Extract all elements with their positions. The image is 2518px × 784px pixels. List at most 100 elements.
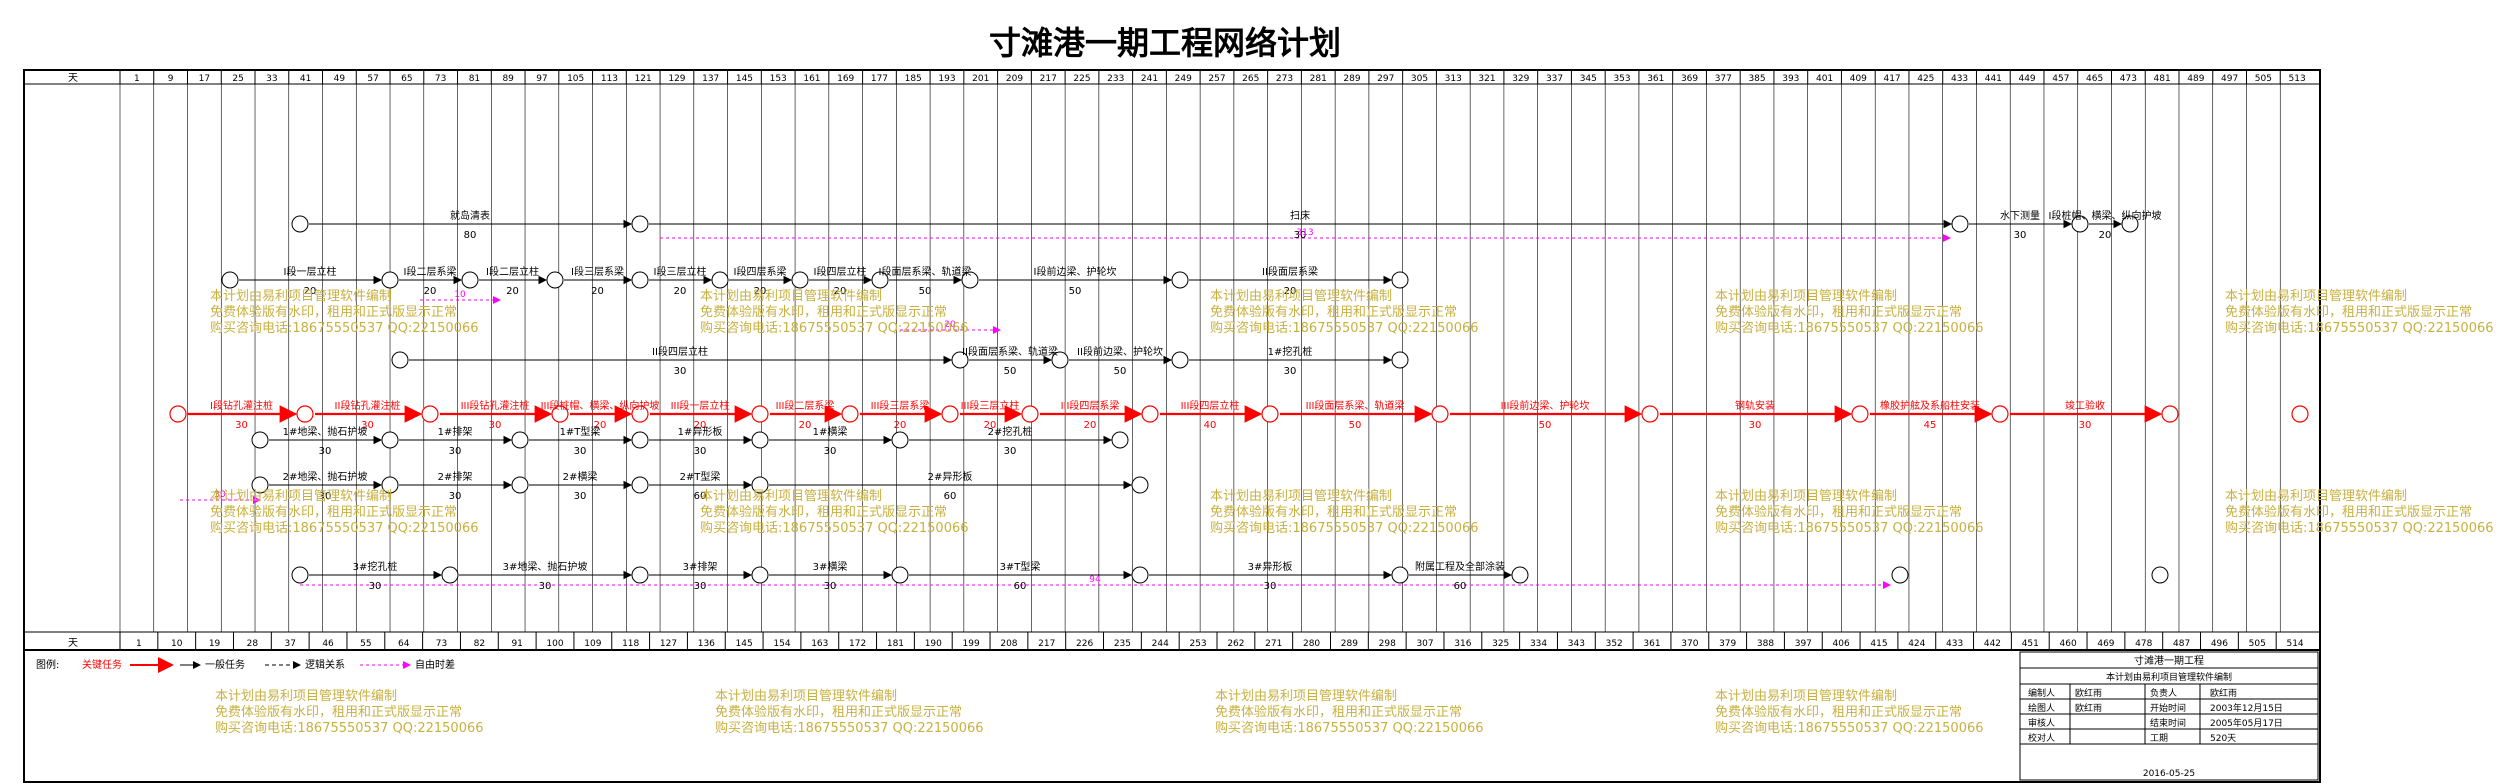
activity-duration: 20 <box>424 286 437 297</box>
top-tick-label: 369 <box>1681 74 1698 84</box>
activity-duration: 50 <box>1069 286 1082 297</box>
critical-activity-label: III段三层系梁 <box>871 399 930 412</box>
activity-label: 2#地梁、抛石护坡 <box>283 470 368 483</box>
top-tick-label: 449 <box>2018 74 2035 84</box>
activity-duration: 30 <box>369 581 382 592</box>
event-node <box>2121 215 2139 233</box>
bottom-tick-label: 190 <box>925 639 942 649</box>
critical-activity-label: III段四层系梁 <box>1061 399 1120 412</box>
activity-arrows <box>180 219 2163 589</box>
event-node <box>421 405 439 423</box>
event-node <box>841 405 859 423</box>
event-node <box>1391 271 1409 289</box>
activity-label: 2#排架 <box>438 470 473 483</box>
top-tick-label: 401 <box>1816 74 1833 84</box>
top-tick-label: 481 <box>2154 74 2171 84</box>
bottom-tick-label: 307 <box>1416 639 1433 649</box>
event-node <box>221 271 239 289</box>
bottom-tick-label: 388 <box>1757 639 1774 649</box>
event-node <box>1891 566 1909 584</box>
event-node <box>251 431 269 449</box>
event-node <box>1051 351 1069 369</box>
activity-duration: 30 <box>319 491 332 502</box>
activity-duration: 20 <box>834 286 847 297</box>
watermark-line: 购买咨询电话:18675550537 QQ:22150066 <box>700 320 969 336</box>
watermark-line: 本计划由易利项目管理软件编制 <box>210 489 392 504</box>
top-tick-label: 217 <box>1040 74 1057 84</box>
top-tick-label: 433 <box>1951 74 1968 84</box>
watermark-line: 本计划由易利项目管理软件编制 <box>1210 489 1392 504</box>
watermark-line: 本计划由易利项目管理软件编制 <box>715 689 897 704</box>
top-tick-label: 329 <box>1512 74 1529 84</box>
activity-label: 3#排架 <box>683 560 718 573</box>
event-nodes <box>169 215 2309 584</box>
bottom-tick-label: 334 <box>1530 639 1547 649</box>
tb-key: 开始时间 <box>2150 702 2186 714</box>
legend-float-label: 自由时差 <box>415 658 455 671</box>
event-node <box>511 431 529 449</box>
activity-label: 1#挖孔桩 <box>1268 345 1313 358</box>
bottom-tick-label: 316 <box>1454 639 1471 649</box>
activity-label: I段四层立柱 <box>814 265 867 278</box>
watermark-line: 购买咨询电话:18675550537 QQ:22150066 <box>215 720 484 736</box>
top-tick-label: 73 <box>435 74 446 84</box>
critical-activity-label: 钢轨安装 <box>1735 399 1775 412</box>
watermark-line: 免费体验版有水印，租用和正式版显示正常 <box>215 704 462 720</box>
top-tick-label: 225 <box>1073 74 1090 84</box>
event-node <box>461 271 479 289</box>
top-time-axis: 天 1 9 17 25 33 41 49 57 65 73 81 89 97 105 113 121 129 137… <box>68 70 2306 84</box>
top-tick-label: 121 <box>635 74 652 84</box>
top-tick-label: 337 <box>1546 74 1563 84</box>
top-tick-label: 417 <box>1883 74 1900 84</box>
bottom-tick-label: 46 <box>322 639 334 649</box>
event-node <box>751 566 769 584</box>
activity-label: I段四层系梁 <box>734 265 787 278</box>
activity-duration: 60 <box>1454 581 1467 592</box>
top-tick-label: 1 <box>134 74 140 84</box>
activity-duration: 20 <box>984 420 997 431</box>
event-node <box>551 405 569 423</box>
critical-activity-label: III段二层系梁 <box>776 399 835 412</box>
activity-duration: 20 <box>304 286 317 297</box>
event-node <box>891 431 909 449</box>
activity-duration: 50 <box>1349 420 1362 431</box>
bottom-tick-label: 10 <box>171 639 183 649</box>
top-tick-label: 137 <box>702 74 719 84</box>
top-tick-label: 289 <box>1343 74 1360 84</box>
tb-key: 审核人 <box>2028 717 2055 729</box>
activity-duration: 30 <box>489 420 502 431</box>
activity-duration: 30 <box>824 446 837 457</box>
top-tick-label: 353 <box>1613 74 1630 84</box>
activity-duration: 60 <box>1014 581 1027 592</box>
watermark-line: 免费体验版有水印，租用和正式版显示正常 <box>1215 704 1462 720</box>
activity-label: II段面层系梁 <box>1262 265 1318 278</box>
top-tick-label: 473 <box>2120 74 2137 84</box>
activity-duration: 20 <box>1084 420 1097 431</box>
bottom-tick-label: 208 <box>1000 639 1017 649</box>
bottom-tick-label: 298 <box>1379 639 1396 649</box>
bottom-tick-label: 64 <box>398 639 410 649</box>
activity-label: 1#横梁 <box>813 425 848 438</box>
activity-label: 3#横梁 <box>813 560 848 573</box>
activity-duration: 20 <box>799 420 812 431</box>
activity-label: 2#异形板 <box>928 470 973 483</box>
bottom-tick-label: 172 <box>849 639 866 649</box>
activity-duration: 30 <box>1749 420 1762 431</box>
event-node <box>871 271 889 289</box>
float-label: 94 <box>1089 575 1101 585</box>
activity-duration: 20 <box>506 286 519 297</box>
tb-key: 工期 <box>2150 733 2168 744</box>
bottom-tick-label: 253 <box>1189 639 1206 649</box>
top-tick-label: 361 <box>1647 74 1664 84</box>
legend-normal-label: 一般任务 <box>205 658 245 671</box>
watermark-line: 购买咨询电话:18675550537 QQ:22150066 <box>2225 520 2494 536</box>
bottom-tick-label: 118 <box>622 639 639 649</box>
bottom-panel <box>23 649 2321 783</box>
bottom-tick-label: 181 <box>887 639 904 649</box>
activity-duration: 20 <box>594 420 607 431</box>
bottom-tick-label: 289 <box>1341 639 1358 649</box>
watermark-line: 本计划由易利项目管理软件编制 <box>210 289 392 304</box>
bottom-tick-label: 415 <box>1870 639 1887 649</box>
activity-duration: 45 <box>1924 420 1937 431</box>
tb-key: 编制人 <box>2028 687 2055 699</box>
